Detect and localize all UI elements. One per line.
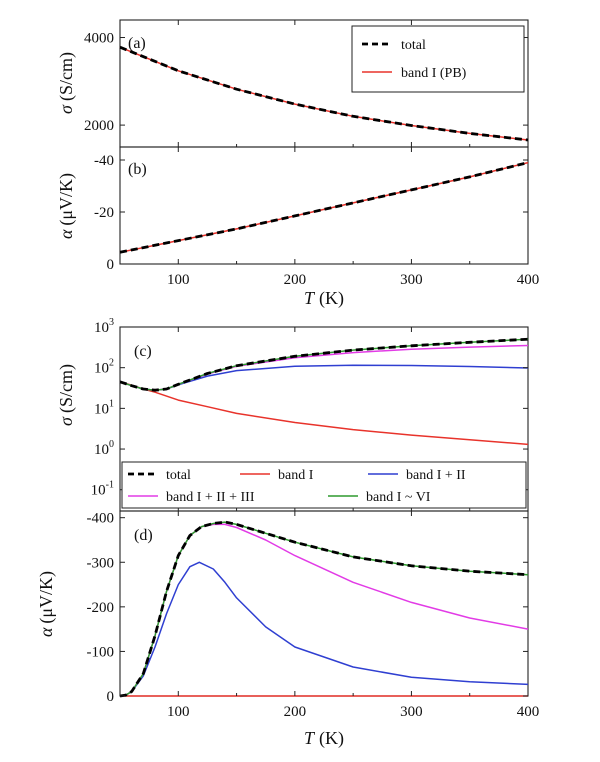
panel-a-legend-box bbox=[351, 25, 525, 93]
legend-total-label: total bbox=[401, 38, 426, 53]
panel-c: 10-1 100 101 102 103 (c) total band I band I… bbox=[56, 317, 529, 512]
panel-d-xlabel: T (K) bbox=[304, 728, 344, 749]
panel-c-ytick-label: 101 bbox=[94, 398, 114, 417]
panel-d-xtick-label: 100 bbox=[167, 704, 190, 720]
panel-d-series-band-i-ii bbox=[119, 561, 529, 697]
legend-c-band123-label: band I + II + III bbox=[166, 490, 255, 505]
panel-a-lines bbox=[119, 45, 529, 142]
panel-c-series-total bbox=[119, 337, 529, 392]
panel-b-ticks: 100 200 300 400 0 -20 -40 bbox=[94, 147, 539, 288]
panel-b-xlabel-unit: (K) bbox=[319, 288, 344, 309]
panel-a-ytick-label: 4000 bbox=[84, 31, 114, 47]
panel-b-ylabel-unit: (μV/K) bbox=[56, 173, 77, 226]
panel-b-series-total bbox=[119, 161, 529, 254]
panel-b-frame bbox=[119, 146, 529, 265]
panel-d-label: (d) bbox=[134, 527, 153, 544]
panel-c-ytick-label: 103 bbox=[94, 317, 114, 336]
panel-a-ylabel-unit: (S/cm) bbox=[56, 52, 77, 101]
panel-a-ylabel-symbol: σ bbox=[56, 104, 76, 114]
panel-d-ytick-label: 0 bbox=[107, 689, 115, 705]
panel-d-ticks: 100 200 300 400 0 -100 -200 -300 -400 bbox=[87, 511, 540, 720]
panel-c-ticks: 10-1 100 101 102 103 bbox=[91, 317, 529, 511]
panel-b-xtick-label: 300 bbox=[400, 272, 423, 288]
panel-c-legend: total band I band I + II band I + II + I… bbox=[121, 461, 527, 509]
panel-d-ylabel-unit: (μV/K) bbox=[36, 571, 57, 624]
panel-a-legend: total band I (PB) bbox=[351, 25, 525, 93]
panel-b-label: (b) bbox=[128, 161, 147, 178]
panel-d-lines bbox=[119, 520, 529, 698]
legend-c-band12-label: band I + II bbox=[406, 468, 466, 483]
panel-c-ylabel: σ (S/cm) bbox=[56, 364, 77, 426]
panel-d-series-total bbox=[119, 520, 529, 698]
panel-d-xtick-label: 300 bbox=[400, 704, 423, 720]
panel-c-ytick-label: 102 bbox=[94, 358, 114, 377]
panel-d: 100 200 300 400 0 -100 -200 -300 -400 (d) α (μV/K… bbox=[36, 510, 540, 749]
panel-d-frame bbox=[119, 510, 529, 697]
panel-c-series-band-i bbox=[119, 381, 529, 446]
panel-d-ytick-label: -100 bbox=[87, 644, 115, 660]
panel-b-ylabel-symbol: α bbox=[56, 229, 76, 239]
panel-a-ticks: 2000 4000 bbox=[84, 20, 529, 147]
panel-c-ylabel-unit: (S/cm) bbox=[56, 364, 77, 413]
legend-c-total-label: total bbox=[166, 468, 191, 483]
panel-a-ylabel: σ (S/cm) bbox=[56, 52, 77, 114]
panel-b-ytick-label: -20 bbox=[94, 205, 114, 221]
legend-band1pb-label: band I (PB) bbox=[401, 66, 467, 81]
panel-b-xlabel: T (K) bbox=[304, 288, 344, 309]
panel-d-xlabel-unit: (K) bbox=[319, 728, 344, 749]
panel-d-ytick-label: -200 bbox=[87, 600, 115, 616]
panel-c-legend-box bbox=[121, 461, 527, 509]
panel-a-series-total bbox=[119, 45, 529, 142]
panel-d-xtick-label: 200 bbox=[284, 704, 307, 720]
panel-c-label: (c) bbox=[134, 343, 152, 360]
panel-a-ytick-label: 2000 bbox=[84, 118, 114, 134]
legend-c-band1to6-label: band I ~ VI bbox=[366, 490, 431, 505]
panel-b-xtick-label: 400 bbox=[517, 272, 540, 288]
legend-c-band1-label: band I bbox=[278, 468, 314, 483]
panel-b-series-band-i-pb bbox=[119, 161, 529, 254]
panel-a-label: (a) bbox=[128, 35, 146, 52]
panel-b-xlabel-symbol: T bbox=[304, 288, 316, 308]
panel-d-ylabel: α (μV/K) bbox=[36, 571, 57, 637]
panel-d-ytick-label: -300 bbox=[87, 555, 115, 571]
panel-c-ytick-label: 100 bbox=[94, 439, 114, 458]
panel-b-lines bbox=[119, 161, 529, 254]
panel-b-ytick-label: -40 bbox=[94, 153, 114, 169]
panel-d-xlabel-symbol: T bbox=[304, 728, 316, 748]
panel-c-ytick-label: 10-1 bbox=[91, 480, 114, 499]
panel-a: 2000 4000 (a) total band I (PB) σ (S/cm) bbox=[56, 19, 529, 148]
panel-b-ytick-label: 0 bbox=[107, 257, 115, 273]
panel-d-xtick-label: 400 bbox=[517, 704, 540, 720]
panel-d-ytick-label: -400 bbox=[87, 511, 115, 527]
panel-b: 100 200 300 400 0 -20 -40 (b) α (μV/K) T (K) bbox=[56, 146, 539, 309]
panel-c-series-band-i-ii bbox=[119, 364, 529, 391]
panel-b-xtick-label: 100 bbox=[167, 272, 190, 288]
panel-d-ylabel-symbol: α bbox=[36, 627, 56, 637]
panel-c-ylabel-symbol: σ bbox=[56, 416, 76, 426]
panel-b-xtick-label: 200 bbox=[284, 272, 307, 288]
panel-c-lines bbox=[119, 337, 529, 446]
panel-b-ylabel: α (μV/K) bbox=[56, 173, 77, 239]
